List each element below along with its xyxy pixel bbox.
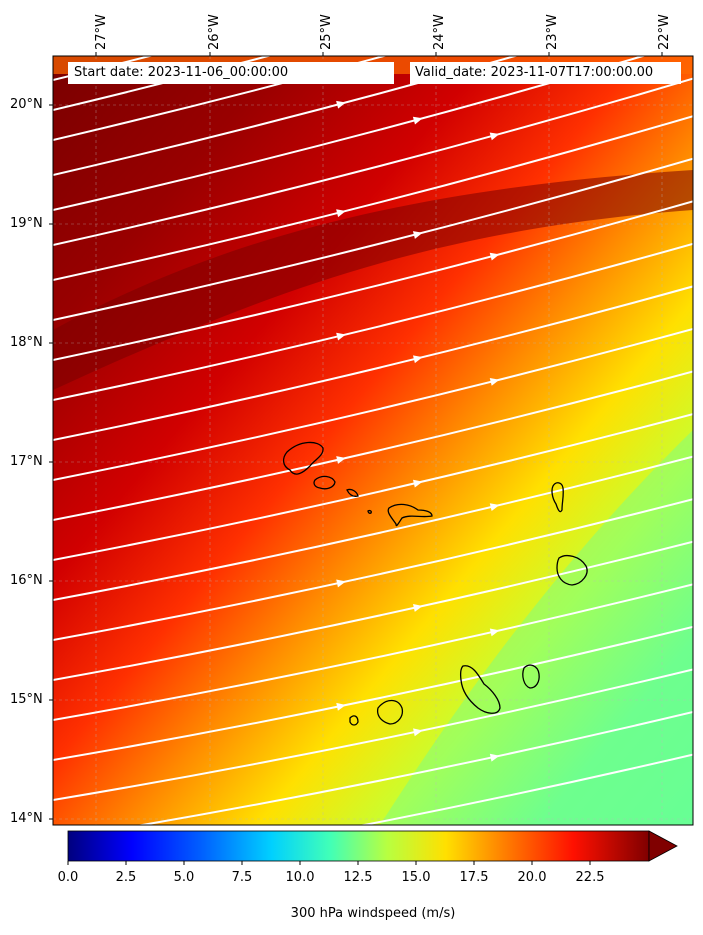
colorbar-tick-label: 0.0 bbox=[57, 870, 79, 885]
colorbar-tick-label: 12.5 bbox=[343, 870, 373, 885]
streamline-arrow bbox=[412, 116, 423, 125]
streamline bbox=[53, 242, 693, 401]
colorbar-tick-label: 10.0 bbox=[285, 870, 315, 885]
streamlines bbox=[53, 0, 693, 825]
island-maio bbox=[522, 664, 540, 689]
streamline-arrow bbox=[336, 0, 347, 10]
streamline-arrow bbox=[489, 503, 500, 512]
streamline-arrow bbox=[413, 10, 424, 20]
lat-label-19n: 19°N bbox=[10, 216, 43, 231]
colorbar-extend-arrow bbox=[648, 830, 678, 862]
lat-label-20n: 20°N bbox=[10, 97, 43, 112]
streamline bbox=[53, 540, 693, 681]
colorbar-tick-label: 5.0 bbox=[173, 870, 195, 885]
streamline-arrow bbox=[412, 231, 423, 239]
streamline-arrow bbox=[489, 132, 500, 141]
island-boa-vista bbox=[556, 555, 588, 586]
lon-label-23w: 23°W bbox=[545, 14, 560, 50]
islet-branco bbox=[367, 509, 372, 514]
lon-label-26w: 26°W bbox=[207, 14, 222, 50]
valid-date-label: Valid_date: 2023-11-07T17:00:00.00 bbox=[410, 62, 681, 84]
streamline-arrow bbox=[336, 456, 346, 464]
streamline bbox=[53, 583, 693, 721]
streamline bbox=[53, 77, 693, 246]
streamline-arrow bbox=[412, 355, 423, 364]
streamline bbox=[53, 115, 693, 281]
lon-label-24w: 24°W bbox=[432, 14, 447, 50]
colorbar-tick-label: 17.5 bbox=[459, 870, 489, 885]
island-sao-vicente bbox=[313, 475, 336, 490]
lon-label-22w: 22°W bbox=[657, 14, 672, 50]
streamline bbox=[53, 370, 693, 521]
colorbar-tick-label: 20.0 bbox=[517, 870, 547, 885]
windspeed-field bbox=[53, 56, 693, 825]
axis-ticks bbox=[49, 52, 663, 820]
island-fogo bbox=[376, 699, 404, 725]
colorbar-ticks bbox=[67, 861, 591, 865]
lat-label-15n: 15°N bbox=[10, 692, 43, 707]
streamline bbox=[53, 56, 388, 141]
island-santa-luzia bbox=[346, 488, 359, 497]
colorbar-tick-label: 15.0 bbox=[401, 870, 431, 885]
island-santiago bbox=[459, 665, 501, 714]
jet-core bbox=[53, 170, 693, 390]
streamline bbox=[53, 56, 272, 111]
colorbar-title: 300 hPa windspeed (m/s) bbox=[290, 906, 456, 921]
streamline bbox=[53, 56, 154, 81]
lat-label-18n: 18°N bbox=[10, 335, 43, 350]
coastlines bbox=[282, 441, 588, 726]
island-sal bbox=[551, 482, 564, 513]
streamline-arrow bbox=[336, 332, 346, 341]
start-date-label: Start date: 2023-11-06_00:00:00 bbox=[68, 62, 394, 84]
streamline bbox=[53, 200, 693, 361]
streamline bbox=[358, 753, 693, 825]
streamline-arrow bbox=[489, 628, 500, 637]
streamline bbox=[53, 455, 693, 601]
colorbar-bar bbox=[67, 830, 650, 862]
streamline bbox=[53, 56, 519, 176]
streamline-arrow bbox=[489, 753, 500, 762]
weak-wind-zone bbox=[380, 430, 693, 825]
streamline-arrow bbox=[336, 100, 346, 109]
streamline-arrow bbox=[413, 728, 423, 737]
lon-label-25w: 25°W bbox=[319, 14, 334, 50]
streamline bbox=[53, 498, 693, 641]
streamline-arrow bbox=[336, 209, 346, 218]
lat-label-16n: 16°N bbox=[10, 573, 43, 588]
streamline-arrow bbox=[413, 604, 423, 612]
island-brava bbox=[349, 715, 359, 726]
colorbar-tick-label: 7.5 bbox=[231, 870, 253, 885]
streamline-arrow bbox=[336, 702, 346, 711]
streamline bbox=[53, 413, 693, 561]
streamline bbox=[53, 668, 693, 801]
streamline bbox=[53, 285, 693, 441]
lat-label-14n: 14°N bbox=[10, 811, 43, 826]
map-border bbox=[52, 55, 694, 826]
streamline-arrow bbox=[489, 252, 500, 261]
streamline-arrow bbox=[336, 579, 346, 588]
island-santo-antao bbox=[282, 441, 324, 475]
colorbar-tick-label: 22.5 bbox=[575, 870, 605, 885]
streamline-arrow bbox=[412, 479, 423, 488]
streamline-arrow bbox=[489, 378, 500, 386]
colorbar-tick-label: 2.5 bbox=[115, 870, 137, 885]
streamline bbox=[53, 157, 693, 321]
streamline bbox=[53, 625, 693, 761]
streamline bbox=[53, 327, 693, 481]
streamline-arrow bbox=[490, 20, 501, 30]
island-sao-nicolau bbox=[387, 503, 433, 527]
lat-label-17n: 17°N bbox=[10, 454, 43, 469]
lon-label-27w: 27°W bbox=[94, 14, 109, 50]
